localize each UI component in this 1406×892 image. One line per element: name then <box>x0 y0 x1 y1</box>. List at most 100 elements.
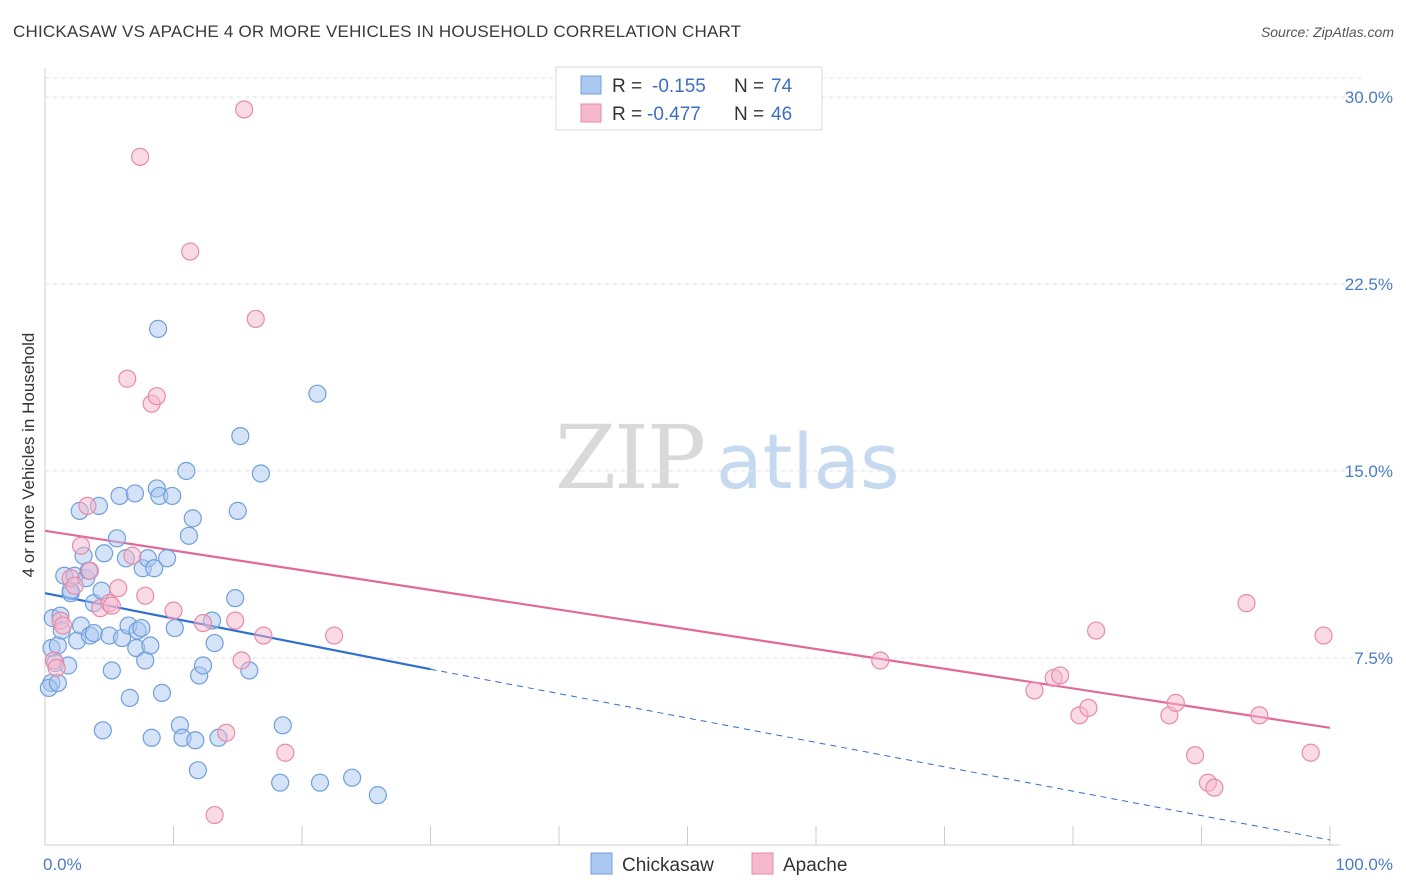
point-apache <box>1051 666 1070 685</box>
y-axis-title: 4 or more Vehicles in Household <box>19 333 38 578</box>
point-apache <box>109 579 128 598</box>
point-chickasaw <box>251 464 270 483</box>
point-apache <box>276 743 295 762</box>
point-apache <box>1185 746 1205 765</box>
point-chickasaw <box>132 618 151 638</box>
point-apache <box>53 616 73 635</box>
point-chickasaw <box>102 661 121 680</box>
point-apache <box>118 369 137 388</box>
legend-n-label-2: N = <box>734 104 764 125</box>
legend-swatch-chickasaw <box>580 75 602 95</box>
point-chickasaw <box>310 773 330 792</box>
point-chickasaw <box>152 683 172 703</box>
point-chickasaw <box>271 773 290 792</box>
point-chickasaw <box>308 384 327 403</box>
trendline-extension-chickasaw <box>430 668 1331 841</box>
point-apache <box>235 100 254 119</box>
legend-n-value-1: 74 <box>771 76 793 97</box>
point-apache <box>181 242 200 261</box>
point-chickasaw <box>163 486 182 506</box>
point-chickasaw <box>193 656 213 675</box>
legend-swatch-apache <box>580 103 602 123</box>
point-chickasaw <box>226 589 245 608</box>
point-apache <box>1087 621 1106 640</box>
point-apache <box>1025 681 1044 700</box>
point-chickasaw <box>148 319 168 338</box>
bottom-legend-apache: Apache <box>783 855 847 876</box>
point-apache <box>80 561 100 580</box>
legend-r-value-2: -0.477 <box>647 104 701 125</box>
point-chickasaw <box>231 426 250 446</box>
point-apache <box>1237 594 1256 613</box>
point-chickasaw <box>157 549 177 568</box>
watermark-atlas: atlas <box>716 417 900 506</box>
point-apache <box>78 496 97 516</box>
point-apache <box>246 309 265 329</box>
point-chickasaw <box>107 529 127 548</box>
point-apache <box>205 805 224 825</box>
point-apache <box>232 651 251 670</box>
point-chickasaw <box>142 728 161 747</box>
point-apache <box>65 576 84 595</box>
watermark-zip: ZIP <box>555 406 704 509</box>
point-apache <box>1079 698 1098 717</box>
point-apache <box>217 723 236 742</box>
point-chickasaw <box>368 786 387 805</box>
point-apache <box>254 626 273 645</box>
point-apache <box>147 387 166 406</box>
point-apache <box>164 601 183 620</box>
point-apache <box>1314 626 1333 645</box>
grid-lines <box>45 77 1365 659</box>
axes <box>44 68 1340 846</box>
point-chickasaw <box>48 673 67 693</box>
point-chickasaw <box>205 633 224 653</box>
point-apache <box>102 596 121 615</box>
point-chickasaw <box>188 761 208 780</box>
legend-n-value-2: 46 <box>771 104 792 125</box>
point-apache <box>325 626 344 645</box>
point-chickasaw <box>228 501 247 520</box>
legend-r-label-1: R = <box>612 76 642 97</box>
point-chickasaw <box>179 526 199 545</box>
point-chickasaw <box>183 509 202 528</box>
y-tick-label: 15.0% <box>1345 462 1393 481</box>
point-apache <box>123 546 142 565</box>
point-apache <box>136 586 155 605</box>
point-apache <box>1301 743 1320 762</box>
legend-r-value-1: -0.155 <box>652 76 706 97</box>
point-chickasaw <box>125 484 145 503</box>
point-chickasaw <box>110 486 129 506</box>
point-chickasaw <box>165 618 184 638</box>
x-tick-label-max: 100.0% <box>1335 855 1393 874</box>
point-apache <box>193 613 213 633</box>
point-chickasaw <box>48 636 67 655</box>
point-apache <box>1205 778 1224 797</box>
point-apache <box>1166 693 1185 712</box>
bottom-legend-swatch-apache <box>751 852 774 875</box>
bottom-legend-swatch-chickasaw <box>590 852 613 875</box>
point-chickasaw <box>120 688 139 707</box>
point-chickasaw <box>93 721 112 740</box>
x-tick-label-min: 0.0% <box>43 855 82 874</box>
point-apache <box>71 536 91 555</box>
point-apache <box>871 651 890 670</box>
y-tick-label: 7.5% <box>1354 649 1393 668</box>
legend-n-label-1: N = <box>734 76 764 97</box>
point-apache <box>130 147 150 166</box>
point-chickasaw <box>177 461 196 481</box>
data-points <box>39 100 1333 825</box>
legend-top: R = -0.155 N = 74 R = -0.477 N = 46 <box>555 66 823 131</box>
point-chickasaw <box>84 623 103 643</box>
y-tick-label: 30.0% <box>1345 88 1393 107</box>
point-chickasaw <box>95 544 114 563</box>
source-label: Source: ZipAtlas.com <box>1260 24 1394 40</box>
bottom-legend-chickasaw: Chickasaw <box>622 855 714 876</box>
point-chickasaw <box>343 768 362 787</box>
point-chickasaw <box>186 731 205 750</box>
tick-labels: 7.5% 15.0% 22.5% 30.0% 0.0% 100.0% <box>43 88 1393 874</box>
legend-r-label-2: R = <box>612 104 642 125</box>
point-chickasaw <box>145 559 164 578</box>
point-apache <box>47 658 66 678</box>
legend-bottom: Chickasaw Apache <box>590 852 847 876</box>
